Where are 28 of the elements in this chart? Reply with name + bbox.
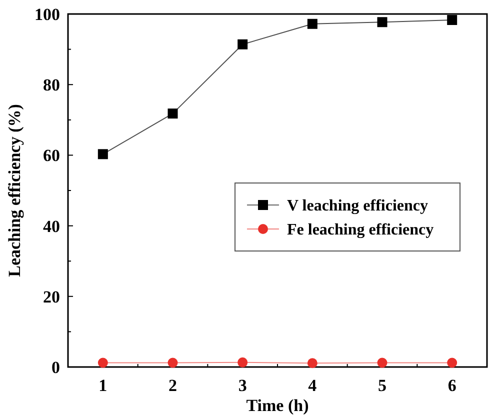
- point: [98, 358, 108, 368]
- point: [307, 358, 318, 368]
- point: [238, 357, 248, 368]
- point: [168, 358, 178, 368]
- y-tick-label: 40: [43, 216, 60, 236]
- y-tick-label: 20: [43, 287, 60, 306]
- x-axis-title: Time (h): [246, 396, 309, 415]
- point: [238, 39, 248, 50]
- x-tick-label: 1: [98, 376, 108, 395]
- y-tick-label: 0: [52, 358, 60, 377]
- legend-label: V leaching efficiency: [287, 198, 428, 215]
- y-tick-label: 60: [43, 146, 60, 166]
- point: [307, 18, 318, 29]
- x-tick-label: 5: [378, 376, 386, 395]
- point: [377, 358, 388, 368]
- y-tick-label: 100: [34, 4, 60, 24]
- point: [98, 149, 108, 160]
- x-tick-label: 2: [168, 376, 177, 395]
- point: [447, 15, 458, 25]
- point: [168, 108, 178, 119]
- legend-label: Fe leaching efficiency: [287, 222, 434, 239]
- y-axis-title: Leaching efficiency (%): [5, 104, 24, 277]
- x-tick-label: 3: [238, 376, 247, 395]
- point: [377, 17, 388, 28]
- x-tick-label: 4: [308, 376, 318, 395]
- x-tick-label: 6: [448, 376, 456, 395]
- point: [447, 358, 458, 368]
- y-tick-label: 80: [43, 76, 60, 95]
